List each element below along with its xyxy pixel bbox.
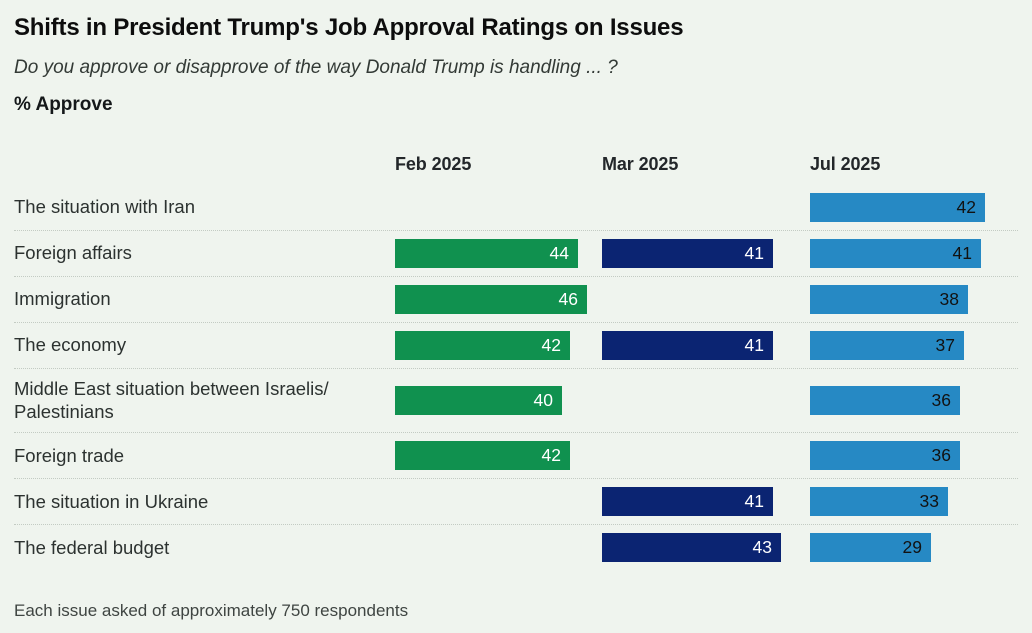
bar-cell-jul-2025: 33 <box>810 486 1018 516</box>
bar-value-label: 33 <box>919 490 939 511</box>
issue-row: Immigration 46 38 <box>14 277 1018 323</box>
bar-cell-feb-2025 <box>395 487 602 516</box>
column-header-jul-2025: Jul 2025 <box>810 153 881 174</box>
column-header-row: Feb 2025 Mar 2025 Jul 2025 <box>14 154 1018 185</box>
issue-label: The situation with Iran <box>14 196 195 218</box>
approval-bar-jul-2025: 42 <box>810 192 985 222</box>
issue-label: Foreign affairs <box>14 242 132 264</box>
issue-row: The situation in Ukraine 41 33 <box>14 479 1018 525</box>
bar-cell-feb-2025 <box>395 193 602 222</box>
bar-cell-mar-2025: 41 <box>602 238 810 268</box>
approval-bar-feb-2025: 40 <box>395 385 562 415</box>
approval-bar-mar-2025: 43 <box>602 532 781 562</box>
column-header-mar-2025: Mar 2025 <box>602 153 679 174</box>
bar-value-label: 41 <box>744 490 764 511</box>
bar-cell-mar-2025: 41 <box>602 486 810 516</box>
bar-value-label: 42 <box>956 196 976 217</box>
issue-label: The federal budget <box>14 536 170 558</box>
bar-cell-mar-2025: 43 <box>602 532 810 562</box>
bar-value-label: 41 <box>744 242 764 263</box>
bar-value-label: 38 <box>939 288 959 309</box>
approval-bar-feb-2025: 42 <box>395 440 570 470</box>
bar-cell-jul-2025: 36 <box>810 440 1018 470</box>
bar-value-label: 44 <box>549 242 569 263</box>
approval-bar-jul-2025: 37 <box>810 330 964 360</box>
bar-value-label: 42 <box>541 444 561 465</box>
issue-label: The situation in Ukraine <box>14 490 209 512</box>
column-header-feb-2025: Feb 2025 <box>395 153 472 174</box>
bar-cell-feb-2025 <box>395 533 602 562</box>
bar-cell-mar-2025 <box>602 441 810 470</box>
bar-value-label: 37 <box>935 334 955 355</box>
bar-value-label: 46 <box>558 288 578 309</box>
bar-value-label: 36 <box>931 389 951 410</box>
approval-bar-jul-2025: 36 <box>810 440 960 470</box>
issue-row: Foreign trade 42 36 <box>14 433 1018 479</box>
issue-row: Middle East situation between Israelis/ … <box>14 369 1018 433</box>
bar-value-label: 42 <box>541 334 561 355</box>
bar-cell-jul-2025: 36 <box>810 385 1018 415</box>
bar-cell-jul-2025: 37 <box>810 330 1018 360</box>
issue-label: Foreign trade <box>14 444 125 466</box>
bar-cell-jul-2025: 29 <box>810 532 1018 562</box>
bar-value-label: 29 <box>902 536 922 557</box>
bar-value-label: 41 <box>744 334 764 355</box>
bar-cell-feb-2025: 42 <box>395 440 602 470</box>
approval-bar-feb-2025: 46 <box>395 284 587 314</box>
approval-bar-feb-2025: 44 <box>395 238 578 268</box>
bar-cell-mar-2025: 41 <box>602 330 810 360</box>
approval-bar-mar-2025: 41 <box>602 486 773 516</box>
bar-cell-jul-2025: 42 <box>810 192 1018 222</box>
chart-title: Shifts in President Trump's Job Approval… <box>14 14 684 41</box>
footer-note: Each issue asked of approximately 750 re… <box>14 600 409 620</box>
bar-value-label: 40 <box>533 389 553 410</box>
approval-bar-feb-2025: 42 <box>395 330 570 360</box>
chart-subtitle: Do you approve or disapprove of the way … <box>14 56 618 78</box>
bar-cell-mar-2025 <box>602 386 810 415</box>
bar-value-label: 36 <box>931 444 951 465</box>
approval-bar-mar-2025: 41 <box>602 238 773 268</box>
approval-bar-mar-2025: 41 <box>602 330 773 360</box>
issue-row: Foreign affairs 44 41 41 <box>14 231 1018 277</box>
issue-row: The situation with Iran 42 <box>14 185 1018 231</box>
approval-bar-jul-2025: 36 <box>810 385 960 415</box>
issue-label: Middle East situation between Israelis/ … <box>14 377 329 423</box>
issue-label: The economy <box>14 334 127 356</box>
measure-label: % Approve <box>14 93 113 115</box>
bar-cell-jul-2025: 38 <box>810 284 1018 314</box>
approval-bar-jul-2025: 29 <box>810 532 931 562</box>
bar-cell-jul-2025: 41 <box>810 238 1018 268</box>
bar-value-label: 41 <box>952 242 972 263</box>
bar-value-label: 43 <box>752 536 772 557</box>
issue-row: The federal budget 43 29 <box>14 525 1018 570</box>
bar-cell-mar-2025 <box>602 285 810 314</box>
approval-bar-jul-2025: 38 <box>810 284 968 314</box>
approval-bar-jul-2025: 33 <box>810 486 948 516</box>
bar-cell-mar-2025 <box>602 193 810 222</box>
approval-bar-jul-2025: 41 <box>810 238 981 268</box>
chart-rows: The situation with Iran 42 Foreign affai… <box>14 185 1018 570</box>
bar-cell-feb-2025: 46 <box>395 284 602 314</box>
issue-label: Immigration <box>14 288 111 310</box>
bar-cell-feb-2025: 44 <box>395 238 602 268</box>
bar-cell-feb-2025: 42 <box>395 330 602 360</box>
issue-row: The economy 42 41 37 <box>14 323 1018 369</box>
bar-cell-feb-2025: 40 <box>395 385 602 415</box>
